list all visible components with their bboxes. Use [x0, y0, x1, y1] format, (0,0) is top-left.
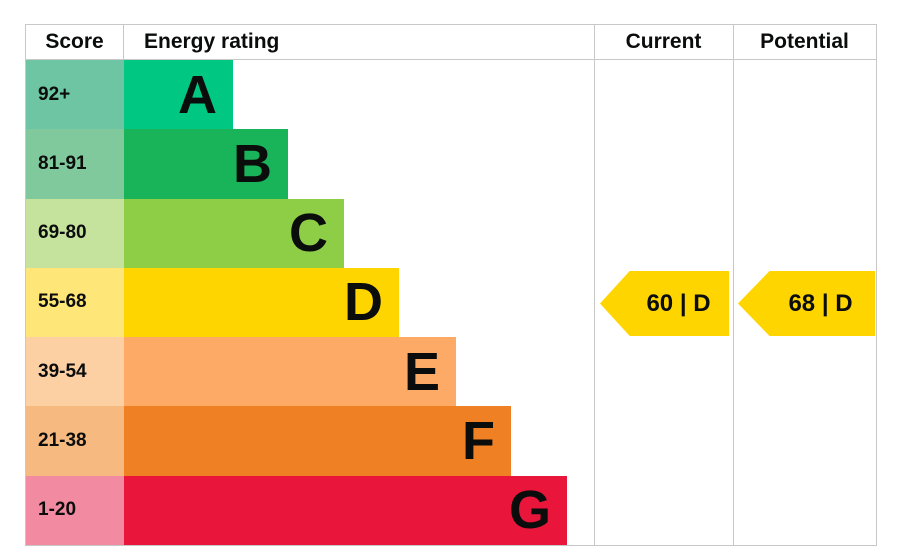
score-range-b-label: 81-91: [38, 152, 87, 174]
score-range-g-label: 1-20: [38, 499, 77, 521]
band-letter-c: C: [289, 203, 328, 264]
band-letter-d: D: [344, 272, 383, 333]
header-current: Current: [625, 30, 702, 53]
current-rating-arrow: 60 | D: [600, 271, 729, 336]
band-bar-f: F: [124, 406, 511, 476]
score-range-e-label: 39-54: [38, 360, 87, 382]
band-bar-b: B: [124, 129, 288, 199]
band-row-b: 81-91 B: [26, 129, 876, 199]
potential-column-divider: [733, 25, 734, 545]
potential-rating-arrow: 68 | D: [738, 271, 875, 336]
potential-rating-label: 68 | D: [788, 289, 853, 317]
table-header: Score Energy rating Current Potential: [26, 25, 876, 60]
score-range-f-label: 21-38: [38, 430, 87, 452]
band-row-c: 69-80 C: [26, 198, 876, 268]
band-letter-e: E: [403, 341, 440, 402]
score-range-c: 69-80: [26, 198, 124, 268]
band-row-e: 39-54 E: [26, 337, 876, 407]
band-bar-c: C: [124, 198, 344, 268]
score-range-d-label: 55-68: [38, 291, 87, 313]
score-range-f: 21-38: [26, 406, 124, 476]
band-letter-a: A: [178, 64, 217, 125]
band-letter-b: B: [233, 133, 272, 194]
band-bar-a: A: [124, 60, 233, 130]
score-range-e: 39-54: [26, 337, 124, 407]
band-bar-e: E: [124, 337, 456, 407]
header-potential: Potential: [760, 30, 849, 53]
current-rating-label: 60 | D: [646, 289, 711, 317]
score-range-g: 1-20: [26, 475, 124, 545]
band-bar-d: D: [124, 267, 399, 338]
band-row-d: 55-68 D: [26, 267, 876, 338]
score-range-d: 55-68: [26, 267, 124, 338]
current-column-divider: [594, 25, 595, 545]
band-letter-g: G: [508, 480, 551, 541]
score-range-a: 92+: [26, 60, 124, 130]
band-bar-g: G: [124, 475, 567, 545]
epc-table: Score Energy rating Current Potential 92…: [25, 24, 877, 546]
band-letter-f: F: [462, 411, 495, 472]
band-row-g: 1-20 G: [26, 475, 876, 545]
band-row-a: 92+ A: [26, 60, 876, 130]
score-range-b: 81-91: [26, 129, 124, 199]
band-row-f: 21-38 F: [26, 406, 876, 476]
score-range-a-label: 92+: [38, 83, 71, 105]
header-energy-rating: Energy rating: [144, 30, 280, 53]
score-range-c-label: 69-80: [38, 222, 87, 244]
header-score: Score: [26, 25, 124, 59]
band-rows: 92+ A 81-91 B 69-80 C: [26, 60, 876, 545]
